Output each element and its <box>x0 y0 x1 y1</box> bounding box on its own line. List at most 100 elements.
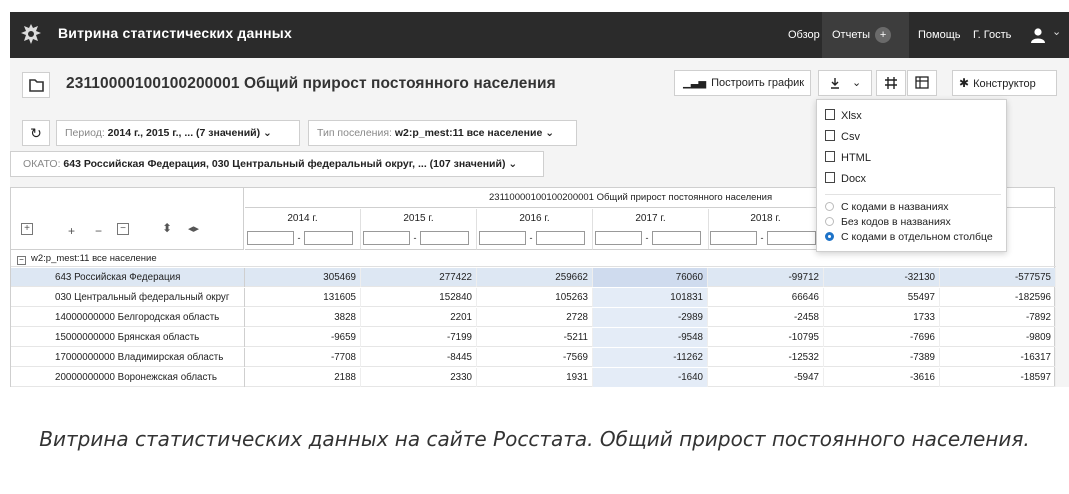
naming-option[interactable]: С кодами в отдельном столбце <box>825 231 993 243</box>
nav-overview[interactable]: Обзор <box>788 29 820 41</box>
filter-to-input[interactable] <box>767 231 816 245</box>
table-cell[interactable]: 131605 <box>245 288 361 307</box>
table-cell[interactable]: 2201 <box>361 308 477 327</box>
table-cell[interactable]: 152840 <box>361 288 477 307</box>
table-cell[interactable]: -8445 <box>361 348 477 367</box>
nav-reports[interactable]: Отчеты + <box>822 12 909 58</box>
period-filter[interactable]: Период: 2014 г., 2015 г., ... (7 значени… <box>56 120 300 146</box>
okato-filter[interactable]: ОКАТО: 643 Российская Федерация, 030 Цен… <box>10 151 544 177</box>
add-report-icon[interactable]: + <box>875 27 892 44</box>
table-cell[interactable]: -99712 <box>708 268 824 287</box>
table-row[interactable]: 15000000000 Брянская область -9659 -7199 -5… <box>11 328 1056 347</box>
table-cell[interactable]: -18597 <box>940 368 1056 387</box>
table-cell[interactable]: 76060 <box>593 268 708 287</box>
table-cell[interactable]: 55497 <box>824 288 940 307</box>
table-cell[interactable]: -182596 <box>940 288 1056 307</box>
column-header[interactable]: 2016 г. - <box>477 209 593 250</box>
table-cell[interactable]: 101831 <box>593 288 708 307</box>
table-cell[interactable]: -7569 <box>477 348 593 367</box>
table-cell[interactable]: -7696 <box>824 328 940 347</box>
table-cell[interactable]: -16317 <box>940 348 1056 367</box>
expand-level-icon[interactable]: + <box>68 224 76 238</box>
table-cell[interactable]: -7199 <box>361 328 477 347</box>
radio-button[interactable] <box>825 217 834 226</box>
table-cell[interactable]: 3828 <box>245 308 361 327</box>
table-row[interactable]: 030 Центральный федеральный округ 131605 1… <box>11 288 1056 307</box>
download-button[interactable]: ⌄ <box>818 70 872 96</box>
download-format-xlsx[interactable]: Xlsx <box>825 109 862 122</box>
table-cell[interactable]: -9548 <box>593 328 708 347</box>
table-cell[interactable]: -5947 <box>708 368 824 387</box>
column-header[interactable]: 2018 г. - <box>708 209 824 250</box>
table-cell[interactable]: 2330 <box>361 368 477 387</box>
table-cell[interactable]: 277422 <box>361 268 477 287</box>
open-folder-button[interactable] <box>22 72 50 98</box>
filter-to-input[interactable] <box>652 231 701 245</box>
table-cell[interactable]: -577575 <box>940 268 1056 287</box>
download-format-docx[interactable]: Docx <box>825 172 866 185</box>
filter-from-input[interactable] <box>363 231 410 245</box>
filter-from-input[interactable] <box>247 231 294 245</box>
table-cell[interactable]: 305469 <box>245 268 361 287</box>
filter-from-input[interactable] <box>710 231 757 245</box>
nav-help[interactable]: Помощь <box>918 29 961 41</box>
table-cell[interactable]: 1931 <box>477 368 593 387</box>
download-format-csv[interactable]: Csv <box>825 130 860 143</box>
nav-user[interactable]: Г. Гость <box>973 29 1012 41</box>
column-header[interactable]: 2017 г. - <box>593 209 709 250</box>
filter-from-input[interactable] <box>479 231 526 245</box>
table-cell[interactable]: -11262 <box>593 348 708 367</box>
table-cell[interactable]: -10795 <box>708 328 824 347</box>
build-chart-button[interactable]: ▁▃▅ Построить график <box>674 70 811 96</box>
radio-button[interactable] <box>825 202 834 211</box>
naming-option[interactable]: Без кодов в названиях <box>825 216 951 228</box>
table-row[interactable]: 17000000000 Владимирская область -7708 -84… <box>11 348 1056 367</box>
collapse-level-icon[interactable]: − <box>95 224 103 238</box>
table-cell[interactable]: 66646 <box>708 288 824 307</box>
table-cell[interactable]: 2728 <box>477 308 593 327</box>
table-row[interactable]: 20000000000 Воронежская область 2188 2330 1… <box>11 368 1056 387</box>
sort-icon[interactable]: ⬍ <box>162 221 173 235</box>
table-cell[interactable]: -7892 <box>940 308 1056 327</box>
chevron-down-icon[interactable]: ⌄ <box>852 77 862 89</box>
table-cell[interactable]: 105263 <box>477 288 593 307</box>
table-view-button[interactable] <box>907 70 937 96</box>
filter-to-input[interactable] <box>420 231 469 245</box>
table-cell[interactable]: -1640 <box>593 368 708 387</box>
download-format-html[interactable]: HTML <box>825 151 871 164</box>
group-row[interactable]: − w2:p_mest:11 все население <box>11 250 1056 267</box>
table-cell[interactable]: -9659 <box>245 328 361 347</box>
collapse-all-icon[interactable]: − <box>117 223 129 235</box>
user-icon[interactable] <box>1031 27 1045 43</box>
filter-to-input[interactable] <box>536 231 585 245</box>
table-cell[interactable]: 259662 <box>477 268 593 287</box>
naming-option[interactable]: С кодами в названиях <box>825 201 949 213</box>
swap-axes-icon[interactable]: ◂▸ <box>188 223 200 235</box>
table-cell[interactable]: -32130 <box>824 268 940 287</box>
table-row[interactable]: 643 Российская Федерация 305469 277422 2596… <box>11 268 1056 287</box>
radio-button[interactable] <box>825 232 834 241</box>
table-cell[interactable]: -5211 <box>477 328 593 347</box>
refresh-button[interactable]: ↻ <box>22 120 50 146</box>
table-cell[interactable]: -2458 <box>708 308 824 327</box>
table-cell[interactable]: 2188 <box>245 368 361 387</box>
table-cell[interactable]: -9809 <box>940 328 1056 347</box>
table-cell[interactable]: -7389 <box>824 348 940 367</box>
constructor-button[interactable]: ✱ Конструктор <box>952 70 1057 96</box>
filter-to-input[interactable] <box>304 231 353 245</box>
table-cell[interactable]: -3616 <box>824 368 940 387</box>
chevron-down-icon[interactable]: ⌄ <box>1052 26 1062 38</box>
settlement-type-filter[interactable]: Тип поселения: w2:p_mest:11 все населени… <box>308 120 577 146</box>
app-title[interactable]: Витрина статистических данных <box>58 25 292 41</box>
column-header[interactable]: 2014 г. - <box>245 209 361 250</box>
column-header[interactable]: 2015 г. - <box>361 209 477 250</box>
table-cell[interactable]: -7708 <box>245 348 361 367</box>
collapse-group-icon[interactable]: − <box>17 256 26 265</box>
table-row[interactable]: 14000000000 Белгородская область 3828 2201… <box>11 308 1056 327</box>
pivot-view-button[interactable] <box>876 70 906 96</box>
expand-all-icon[interactable]: + <box>21 223 33 235</box>
table-cell[interactable]: -12532 <box>708 348 824 367</box>
table-cell[interactable]: 1733 <box>824 308 940 327</box>
table-cell[interactable]: -2989 <box>593 308 708 327</box>
filter-from-input[interactable] <box>595 231 642 245</box>
